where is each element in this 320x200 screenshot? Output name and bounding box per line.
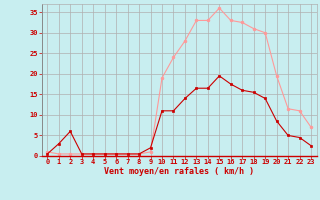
X-axis label: Vent moyen/en rafales ( km/h ): Vent moyen/en rafales ( km/h ) bbox=[104, 167, 254, 176]
